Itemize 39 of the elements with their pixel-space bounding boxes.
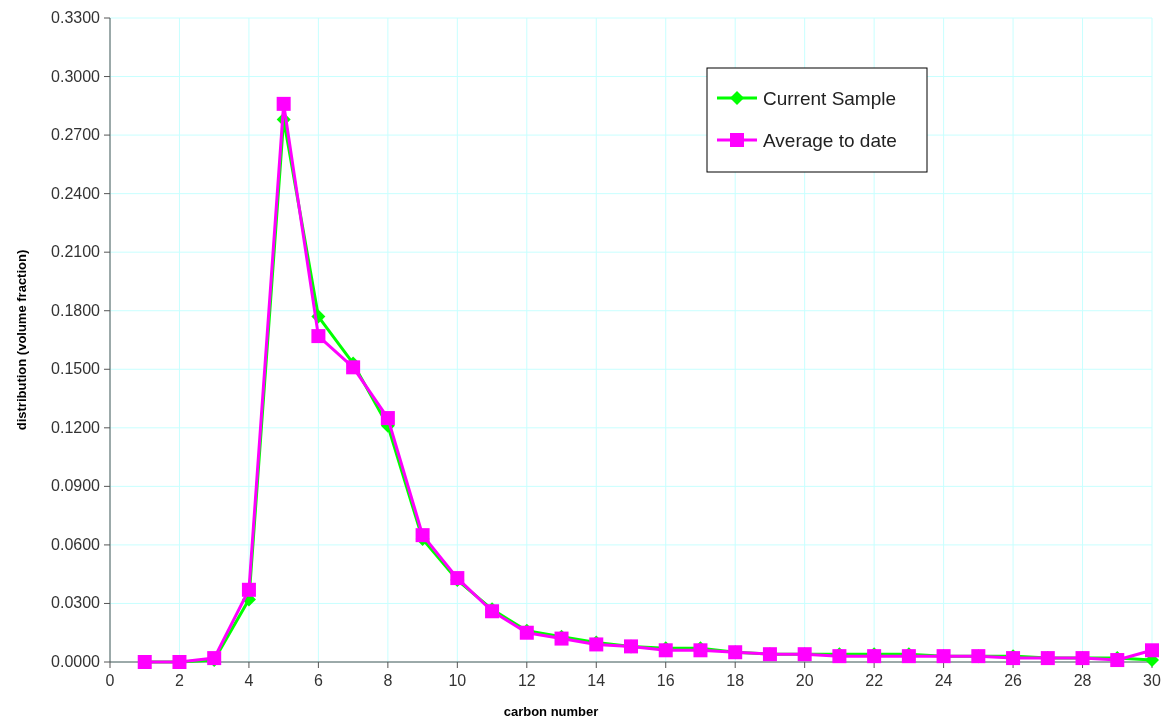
y-tick-label: 0.2700: [51, 126, 101, 144]
x-tick-label: 16: [656, 672, 675, 689]
point: [311, 329, 326, 344]
point: [380, 411, 395, 426]
x-tick-label: 26: [1004, 672, 1023, 689]
y-tick-label: 0.1800: [51, 301, 101, 319]
y-tick-label: 0.2100: [51, 243, 101, 261]
x-tick-label: 20: [795, 672, 814, 689]
y-tick-label: 0.1500: [51, 360, 101, 378]
y-tick-label: 0.1200: [51, 418, 101, 436]
point: [276, 96, 291, 111]
y-tick-label: 0.2400: [51, 184, 101, 202]
point: [346, 360, 361, 375]
x-tick-label: 4: [244, 672, 254, 689]
y-tick-label: 0.3300: [51, 9, 101, 26]
y-tick-label: 0.0000: [51, 653, 101, 670]
x-tick-label: 14: [587, 672, 606, 689]
legend-label: Current Sample: [763, 88, 897, 109]
y-tick-label: 0.3000: [51, 67, 101, 85]
x-tick-label: 30: [1143, 672, 1161, 689]
point: [1145, 643, 1159, 658]
y-tick-label: 0.0600: [51, 535, 101, 553]
x-tick-label: 28: [1073, 672, 1092, 689]
x-tick-label: 22: [865, 672, 884, 689]
x-tick-label: 0: [105, 672, 115, 689]
x-axis-title: carbon number: [503, 704, 599, 719]
point: [241, 582, 256, 597]
x-tick-label: 2: [175, 672, 185, 689]
x-tick-label: 12: [517, 672, 536, 689]
x-tick-label: 8: [383, 672, 393, 689]
x-tick-label: 6: [313, 672, 323, 689]
point: [415, 528, 430, 543]
x-tick-label: 10: [448, 672, 467, 689]
legend-label: Average to date: [763, 130, 897, 151]
x-tick-label: 24: [934, 672, 953, 689]
x-tick-label: 18: [726, 672, 745, 689]
y-tick-label: 0.0300: [51, 594, 101, 612]
y-axis-title: distribution (volume fraction): [14, 249, 29, 431]
y-tick-label: 0.0900: [51, 477, 101, 495]
